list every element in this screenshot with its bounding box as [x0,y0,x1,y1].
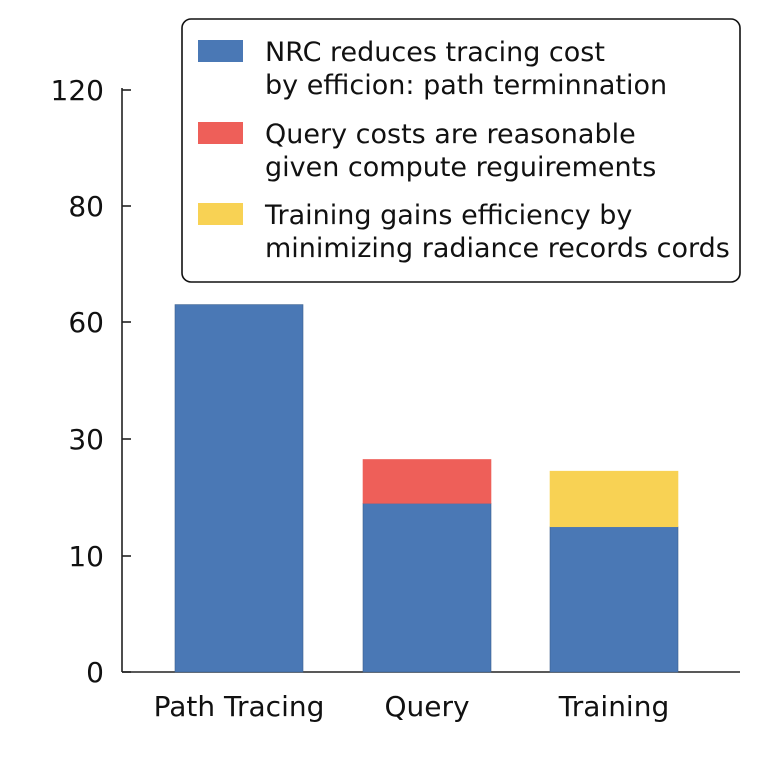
bar-segment [174,304,304,673]
y-tick-label: 0 [86,656,104,689]
category-labels-group: Path Tracing Query Training [154,690,670,723]
legend-entry-line2: given compute reguirements [265,152,656,183]
bar-segment [549,526,679,673]
bar-segment [362,459,492,504]
bar-segment [549,470,679,528]
legend-swatch [198,40,243,62]
legend-swatch [198,203,243,225]
y-ticks-group: 0 10 30 60 80 120 [51,74,131,689]
bar-segment [362,503,492,673]
y-tick-label: 10 [68,540,104,573]
x-category-label: Query [384,690,469,723]
legend-entry-line1: Training gains efficiency by [264,200,632,231]
y-tick-label: 120 [51,74,104,107]
y-tick-label: 80 [68,190,104,223]
bars-group [174,304,679,673]
y-tick-label: 60 [68,306,104,339]
legend-entry-line1: Query costs are reasonable [265,119,636,150]
legend-entry-line1: NRC reduces tracing cost [265,37,605,68]
x-category-label: Path Tracing [154,690,325,723]
legend-entry-line2: by efficion: path terminnation [265,70,667,101]
legend-swatch [198,122,243,144]
legend-entry-line2: minimizing radiance records cords [265,233,730,264]
x-category-label: Training [558,690,669,723]
y-tick-label: 30 [68,423,104,456]
legend-frame [181,18,741,283]
